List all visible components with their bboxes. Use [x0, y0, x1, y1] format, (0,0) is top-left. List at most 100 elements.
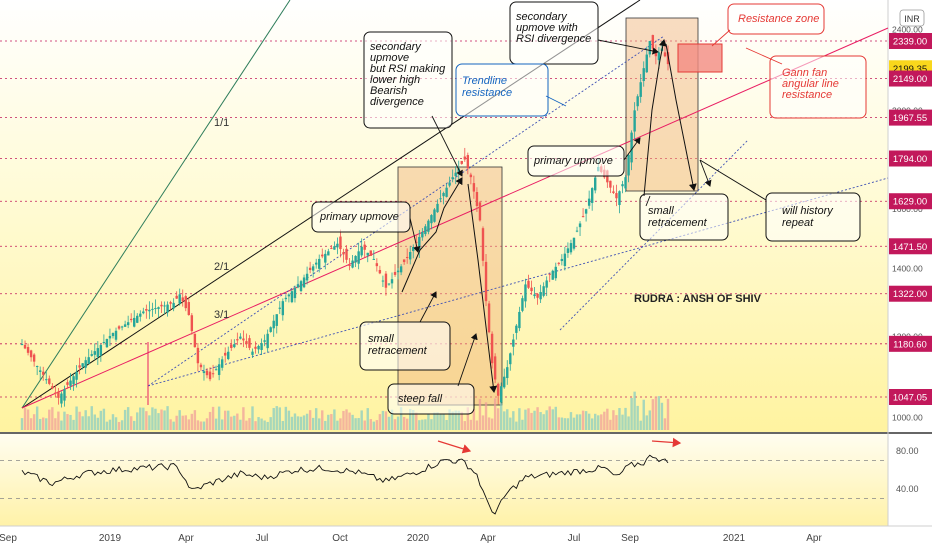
callout-line: steep fall [398, 393, 443, 405]
callout-line: small [368, 333, 394, 345]
gann-fan-label: 1/1 [214, 117, 229, 129]
callout-text-secondary-upmove-rsi: secondary upmove with RSI divergence [516, 11, 591, 45]
volume-bar [457, 410, 460, 430]
candle-body [96, 348, 100, 357]
candle-body [60, 393, 63, 404]
volume-bar [484, 402, 488, 430]
candle-body [524, 284, 527, 302]
candle-body [518, 311, 521, 329]
volume-bar [627, 416, 630, 430]
price-level-tag [889, 285, 932, 302]
volume-bar [509, 417, 512, 430]
callout-text-primary-upmove-right: primary upmove [533, 155, 613, 167]
candle-body [542, 286, 545, 296]
candle-body [357, 251, 360, 264]
gann-fan-label: 2/1 [214, 261, 229, 273]
pointer-primary-left [409, 217, 421, 253]
candle-body [354, 255, 357, 263]
candle-body [645, 54, 648, 73]
price-level-label: 1967.55 [893, 113, 927, 124]
candle-body [336, 243, 339, 248]
candle-body [45, 379, 48, 381]
candle-body [587, 198, 591, 206]
pointer-retrace-left [419, 291, 437, 323]
volume-bar [308, 410, 312, 430]
time-tick-label: 2021 [723, 533, 746, 544]
candle-body [75, 371, 78, 380]
volume-bar [266, 421, 269, 430]
volume-bar [633, 391, 636, 430]
candle-body [90, 354, 93, 356]
volume-bar [236, 413, 239, 430]
price-level-label: 1322.00 [893, 289, 927, 300]
candle-body [657, 52, 661, 61]
volume-bar [606, 408, 609, 430]
volume-bar [302, 415, 306, 430]
callout-line: secondary [516, 11, 568, 23]
volume-bar [327, 414, 330, 430]
resistance-zone-box [677, 43, 723, 73]
time-tick-label: Sep [0, 533, 17, 544]
price-level-label: 2149.00 [893, 74, 927, 85]
candle-body [35, 366, 39, 368]
callout-box-resistance-zone [727, 3, 825, 35]
callout-box-primary-upmove-right [527, 145, 625, 177]
candle-body [621, 184, 624, 187]
candle-body [160, 304, 163, 307]
volume-bar [378, 414, 382, 430]
price-tick-label: 1400.00 [892, 263, 923, 273]
pointer-retrace-right [645, 195, 651, 207]
candle-body [639, 82, 642, 97]
volume-bar [645, 415, 648, 430]
volume-bar [75, 406, 78, 430]
volume-bar [427, 414, 430, 430]
candle-body [157, 307, 160, 309]
candle-body [172, 302, 175, 309]
rsi-tick-label: 80.00 [896, 446, 919, 456]
callout-line: RSI divergence [516, 33, 591, 45]
callout-line: lower high [370, 74, 420, 86]
callout-line: divergence [370, 96, 424, 108]
price-level-tag [889, 70, 932, 87]
candle-body [666, 52, 670, 65]
candle-body [260, 343, 263, 350]
volume-bar [263, 420, 266, 430]
volume-bar [254, 421, 257, 430]
candle-body [551, 270, 554, 280]
candle-body [421, 231, 424, 238]
move-arrow-up-2020 [401, 177, 463, 293]
candle-body [42, 371, 45, 375]
callout-line: Bearish [370, 85, 407, 97]
callout-line: primary upmove [319, 211, 399, 223]
candle-body [239, 336, 242, 339]
volume-bar [233, 415, 236, 430]
volume-bar [663, 418, 667, 430]
candle-body [496, 383, 500, 396]
move-arrow-fall-recent [665, 43, 697, 191]
candle-body [515, 325, 518, 333]
volume-bar [102, 408, 106, 430]
callout-line: upmove with [516, 22, 578, 34]
volume-bar [51, 407, 54, 430]
callout-box-will-history-repeat [765, 192, 861, 242]
volume-bar [205, 418, 209, 430]
volume-bar [548, 406, 551, 430]
volume-bar [336, 420, 339, 430]
candle-body [129, 318, 133, 321]
volume-bar [269, 417, 272, 430]
callout-line: upmove [370, 52, 409, 64]
volume-bar [251, 406, 254, 430]
volume-bar [90, 406, 93, 430]
candle-body [584, 209, 588, 214]
volume-bar [148, 415, 151, 430]
volume-bar [572, 417, 576, 430]
callout-text-trendline-resistance: Trendline resistance [462, 75, 512, 99]
candle-body [390, 279, 394, 284]
volume-bar [111, 414, 115, 430]
candle-body [193, 333, 197, 348]
volume-bar [63, 411, 66, 430]
volume-bar [117, 421, 121, 430]
candle-body [242, 338, 245, 341]
volume-bar [333, 409, 336, 430]
volume-bar [600, 414, 603, 430]
